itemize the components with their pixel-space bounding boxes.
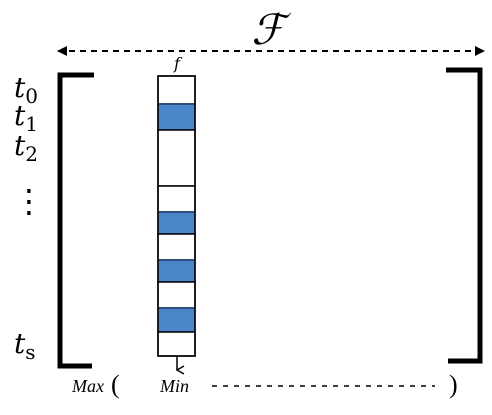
row-ellipsis: ⋮	[13, 182, 45, 220]
left-bracket	[57, 72, 94, 369]
row-label-t0: t0	[14, 71, 38, 108]
column-cell-empty	[157, 129, 196, 187]
row-label-ts: ts	[14, 327, 36, 364]
column-cell-filled	[157, 259, 196, 283]
feature-column	[157, 75, 196, 357]
max-label: Max	[71, 376, 104, 396]
column-cell-filled	[157, 307, 196, 333]
row-label-t2: t2	[14, 129, 38, 166]
row-label-t1: t1	[14, 99, 38, 136]
max-close-paren: )	[449, 370, 458, 399]
column-label-f: f	[173, 54, 183, 73]
column-cell-empty	[157, 75, 196, 105]
min-label: Min	[159, 376, 189, 396]
feature-space-symbol: ℱ	[251, 5, 291, 54]
column-cell-empty	[157, 281, 196, 309]
column-cell-empty	[157, 233, 196, 261]
max-open-paren: (	[111, 370, 120, 399]
column-cell-empty	[157, 185, 196, 213]
column-cell-filled	[157, 211, 196, 235]
column-cell-empty	[157, 331, 196, 357]
column-cell-filled	[157, 103, 196, 131]
right-bracket	[446, 67, 483, 364]
